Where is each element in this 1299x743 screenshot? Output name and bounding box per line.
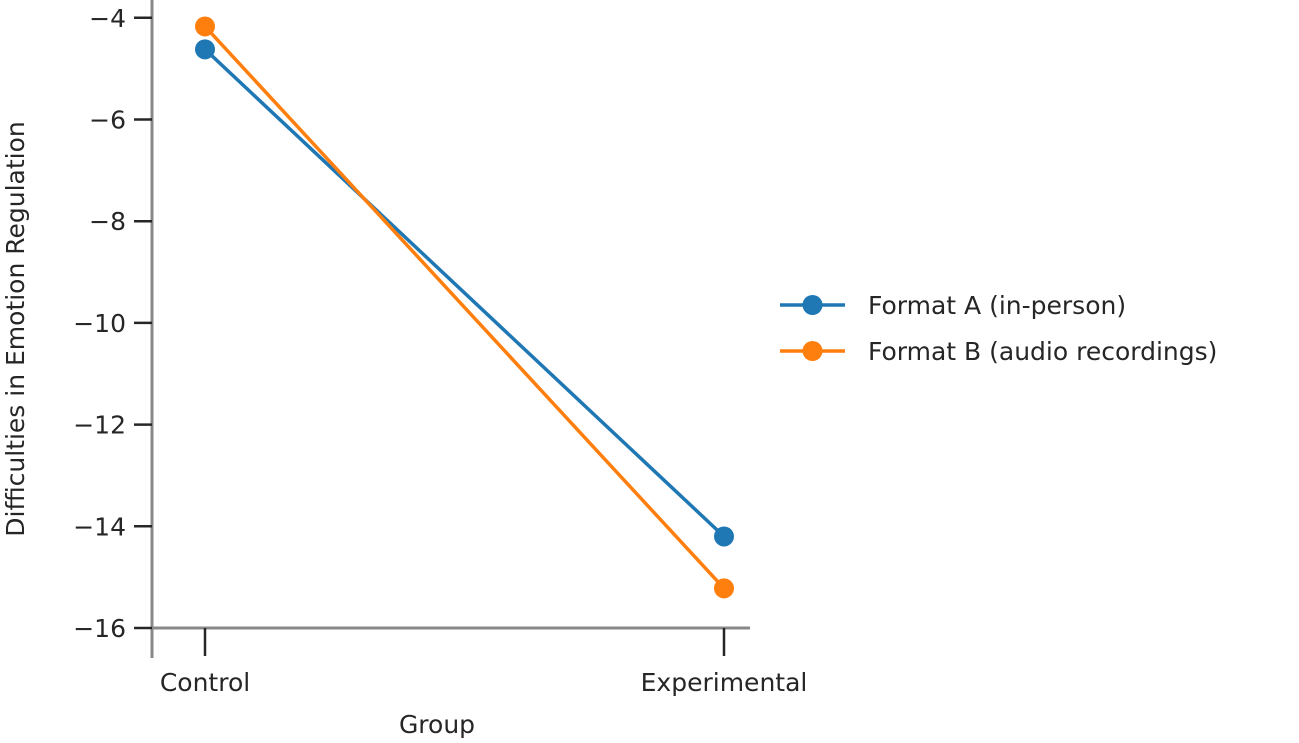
y-tick-label: −10 [73, 309, 126, 338]
y-tick-label: −4 [89, 4, 126, 33]
legend-label: Format B (audio recordings) [868, 337, 1217, 366]
legend-marker [802, 341, 823, 361]
data-point [714, 526, 734, 547]
y-tick-label: −14 [73, 512, 126, 541]
x-tick-label: Experimental [641, 668, 808, 697]
x-tick-label: Control [160, 668, 250, 697]
series-line [203, 25, 726, 590]
axes [150, 0, 750, 658]
series [195, 16, 734, 599]
legend: Format A (in-person) Format B (audio reco… [780, 291, 1217, 366]
legend-label: Format A (in-person) [868, 291, 1126, 320]
x-axis-label: Group [399, 710, 475, 739]
series-2 [195, 16, 734, 599]
series-line [203, 48, 726, 538]
data-point [714, 578, 734, 599]
data-point [195, 16, 215, 37]
legend-item: Format B (audio recordings) [780, 337, 1217, 366]
y-tick-label: −6 [89, 105, 126, 134]
data-point [195, 39, 215, 60]
y-tick-label: −12 [73, 411, 126, 440]
y-tick-label: −16 [73, 614, 126, 643]
y-tick-label: −8 [89, 207, 126, 236]
series-1 [195, 39, 734, 547]
ticks: −16 −14 −12 −10 −8 −6 −4 Control Experimental [73, 4, 807, 697]
legend-marker [802, 295, 823, 315]
y-axis-label: Difficulties in Emotion Regulation [1, 121, 30, 537]
legend-item: Format A (in-person) [780, 291, 1126, 320]
